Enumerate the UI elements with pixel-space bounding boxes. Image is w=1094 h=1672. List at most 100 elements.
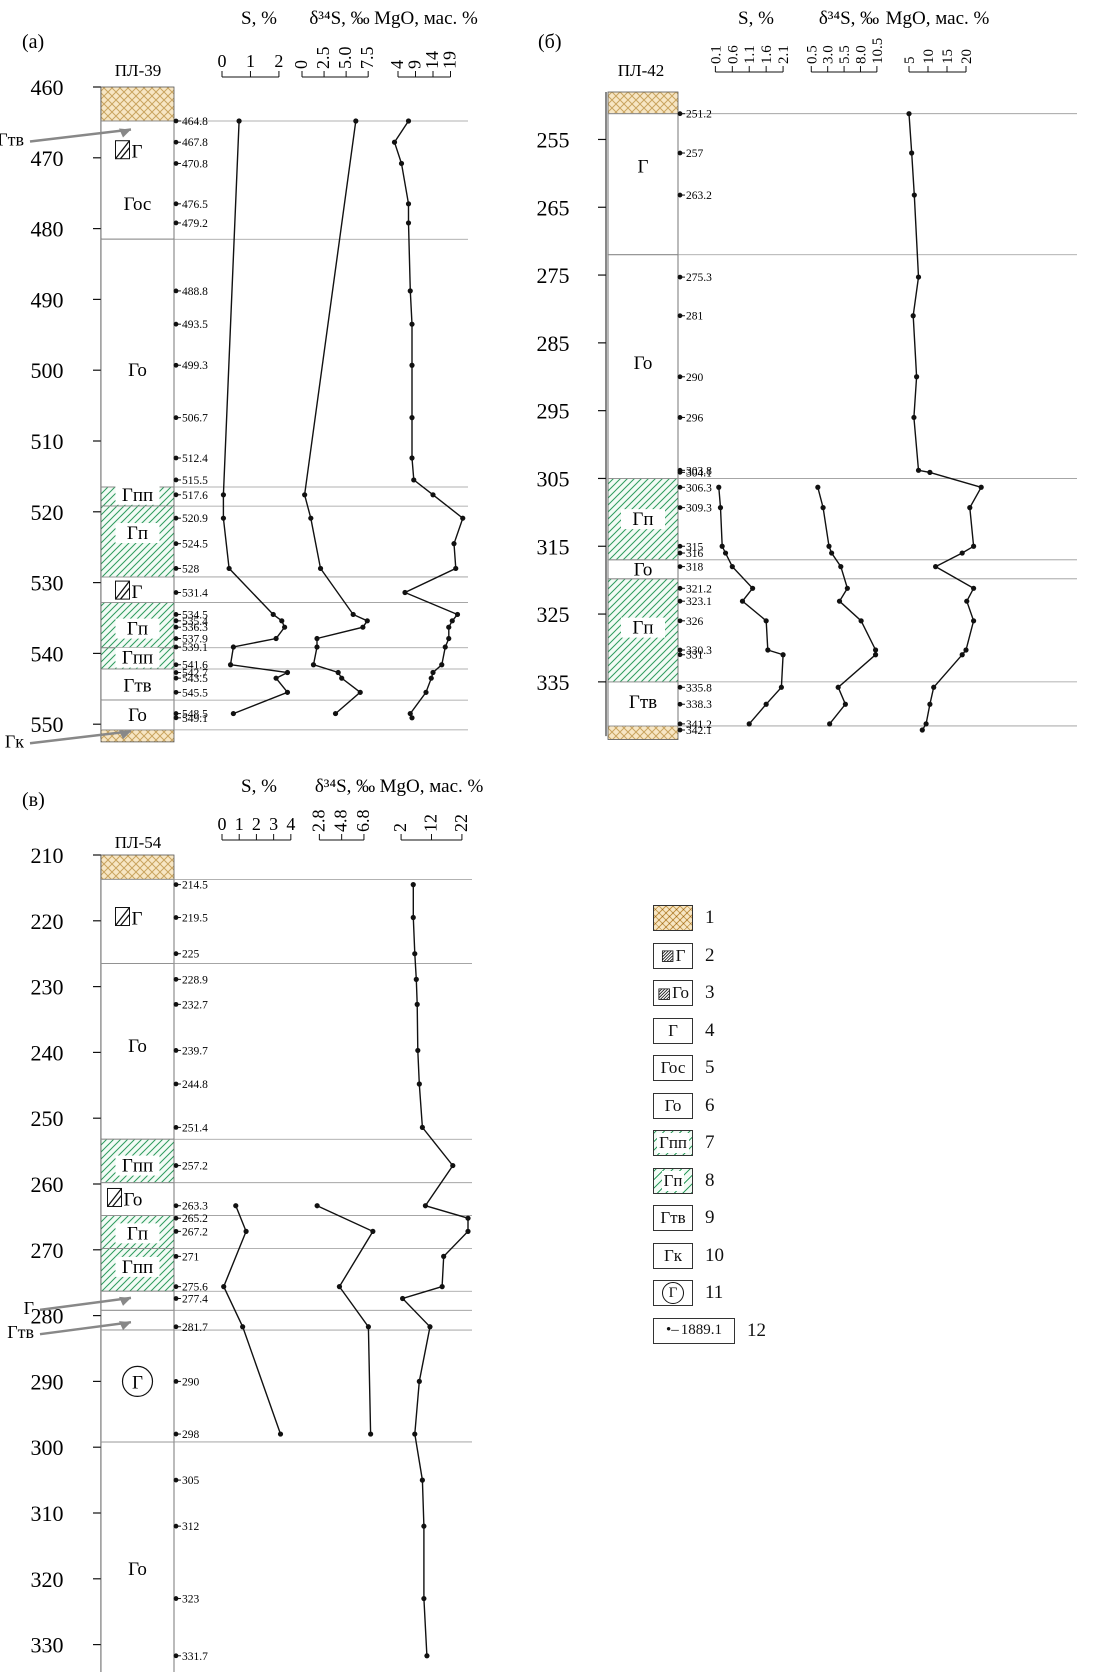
depth-tick-label: 240: [31, 1040, 64, 1065]
data-point: [453, 565, 459, 572]
data-point: [931, 684, 937, 690]
curve-tick-label: 2: [252, 814, 261, 834]
layer-label: Го: [128, 705, 147, 726]
sample-depth-label: 326: [686, 616, 704, 628]
sample-depth-label: 277.4: [182, 1293, 208, 1305]
legend-swatch-text: Гк: [663, 1245, 683, 1265]
lithology-layer: [100, 854, 175, 880]
data-point: [836, 598, 843, 604]
sample-depth-label: 290: [182, 1376, 200, 1388]
legend-swatch-text: Го: [672, 983, 690, 1002]
slash-mark: [114, 580, 131, 600]
curve-tick-label: 2.5: [313, 47, 333, 70]
curve-tick-label: 5.5: [837, 45, 853, 64]
data-point: [719, 543, 725, 549]
sample-depth-label: 298: [182, 1429, 200, 1441]
lithology-layer: [100, 86, 175, 122]
data-point: [722, 550, 729, 556]
curve-title: S, %: [241, 776, 277, 797]
data-point: [236, 118, 242, 124]
sample-depth-label: 239.7: [182, 1045, 208, 1057]
data-point: [959, 652, 965, 658]
legend-swatch: Гос: [653, 1055, 693, 1081]
sample-depth-label: 316: [686, 548, 704, 560]
data-point: [927, 701, 933, 707]
data-point: [284, 669, 291, 676]
layer-label: Гп: [127, 523, 148, 544]
sample-depth-label: 541.6: [182, 660, 208, 672]
data-point: [915, 467, 922, 473]
legend-number: 2: [705, 944, 715, 966]
data-point: [357, 689, 363, 695]
curve-tick-label: 5: [902, 57, 918, 65]
legend-swatch: •– 1889.1: [653, 1317, 735, 1344]
data-point: [409, 362, 415, 368]
sample-depth-label: 304.1: [686, 467, 712, 479]
arrow-label: Г: [24, 1298, 34, 1318]
legend-number: 9: [705, 1207, 715, 1228]
data-point: [421, 1523, 427, 1529]
sample-depth-label: 539.1: [182, 642, 208, 654]
data-point: [415, 1047, 421, 1054]
legend-swatch-text: Г: [668, 1020, 678, 1040]
depth-tick-label: 275: [537, 263, 570, 288]
data-point: [442, 644, 448, 650]
curve-tick-label: 2.8: [308, 810, 328, 833]
legend-swatch: Гпп: [653, 1130, 693, 1156]
data-point: [410, 914, 416, 921]
slash-mark: [114, 907, 131, 926]
curve-tick-label: 2: [274, 51, 283, 71]
data-point: [439, 1284, 445, 1290]
data-point: [829, 550, 835, 556]
panel-label: (в): [22, 789, 45, 811]
data-point: [364, 618, 370, 624]
data-point: [226, 565, 232, 572]
label-backdrop: [115, 1155, 160, 1176]
curve-tick-label: 0.6: [725, 45, 741, 64]
depth-tick-label: 550: [31, 712, 64, 737]
sample-depth-label: 275.6: [182, 1282, 208, 1294]
data-point: [400, 1295, 406, 1302]
legend-swatch-text: Гпп: [656, 1133, 690, 1153]
layer-label: Гпп: [122, 1156, 153, 1177]
layer-label: Гтв: [123, 675, 151, 696]
data-point: [778, 684, 784, 690]
data-point: [838, 564, 844, 570]
data-point: [368, 1431, 374, 1437]
legend-number: 7: [705, 1132, 715, 1153]
arrow-label: Гтв: [7, 1322, 34, 1342]
data-point: [405, 118, 412, 124]
sample-depth-label: 499.3: [182, 360, 208, 372]
data-point: [872, 647, 879, 653]
data-point: [421, 1595, 427, 1602]
legend-swatch: Гп: [653, 1167, 693, 1194]
pointer-arrow: [29, 128, 132, 143]
sample-depth-label: 263.3: [182, 1201, 208, 1213]
legend-swatch: Г: [653, 1017, 693, 1044]
data-point: [422, 1203, 429, 1209]
data-point: [407, 710, 413, 717]
legend-number: 3: [705, 982, 715, 1003]
data-point: [339, 675, 345, 681]
data-point: [911, 192, 917, 198]
sample-depth-label: 306.3: [686, 482, 712, 494]
curve-tick-label: 2: [390, 823, 410, 832]
data-point: [220, 515, 227, 521]
arrow-label: Гтв: [0, 129, 24, 149]
data-point: [842, 701, 848, 707]
layer-label: Гос: [124, 194, 152, 215]
sample-depth-label: 470.8: [182, 158, 208, 170]
label-backdrop: [115, 647, 160, 668]
data-point: [419, 1124, 425, 1131]
sample-depth-label: 534.5: [182, 609, 208, 621]
depth-tick-label: 510: [31, 429, 64, 454]
lithology-layer: [100, 576, 175, 603]
data-point: [441, 1253, 447, 1259]
sample-depth-label: 323: [182, 1594, 200, 1606]
lithology-layer: [100, 120, 175, 240]
curve-1: δ³⁴S, ‰ 0.5 3.0 5.5 8.0 10.5: [804, 8, 886, 727]
depth-tick-label: 230: [31, 975, 64, 1000]
sample-depth-label: 493.5: [182, 319, 208, 331]
sample-depth-label: 321.2: [686, 583, 712, 595]
depth-tick-label: 490: [31, 287, 64, 312]
